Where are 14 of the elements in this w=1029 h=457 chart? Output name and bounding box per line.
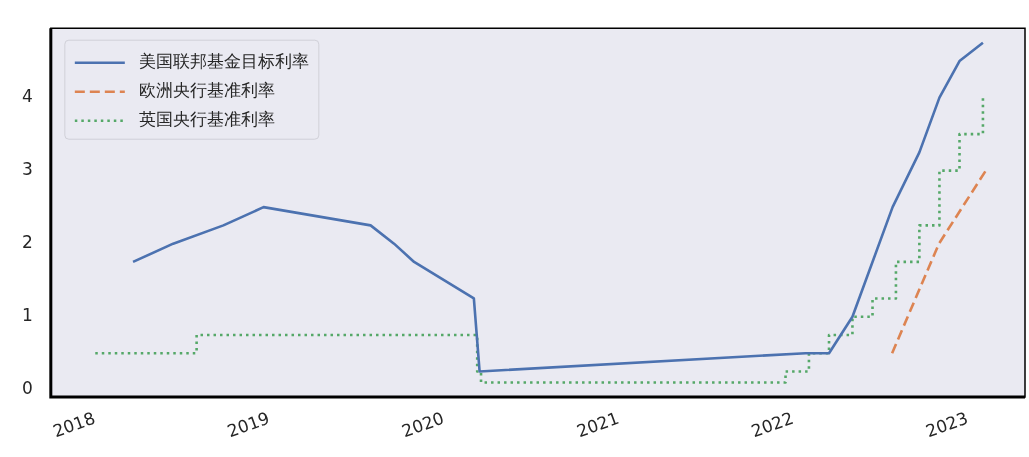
x-tick-label: 2019 bbox=[224, 407, 273, 442]
legend-label: 美国联邦基金目标利率 bbox=[138, 51, 309, 72]
y-tick-label: 0 bbox=[21, 378, 33, 399]
y-tick-label: 3 bbox=[21, 159, 33, 180]
y-tick-label: 1 bbox=[21, 305, 33, 326]
x-tick-label: 2023 bbox=[923, 407, 971, 442]
x-tick-label: 2020 bbox=[399, 407, 447, 442]
x-tick-label: 2022 bbox=[748, 407, 797, 442]
y-tick-label: 2 bbox=[21, 232, 33, 253]
x-tick-label: 2018 bbox=[50, 407, 98, 442]
legend-label: 欧洲央行基准利率 bbox=[138, 80, 275, 101]
x-tick-label: 2021 bbox=[574, 407, 622, 442]
legend-label: 英国央行基准利率 bbox=[138, 109, 275, 130]
y-tick-label: 4 bbox=[21, 86, 33, 107]
